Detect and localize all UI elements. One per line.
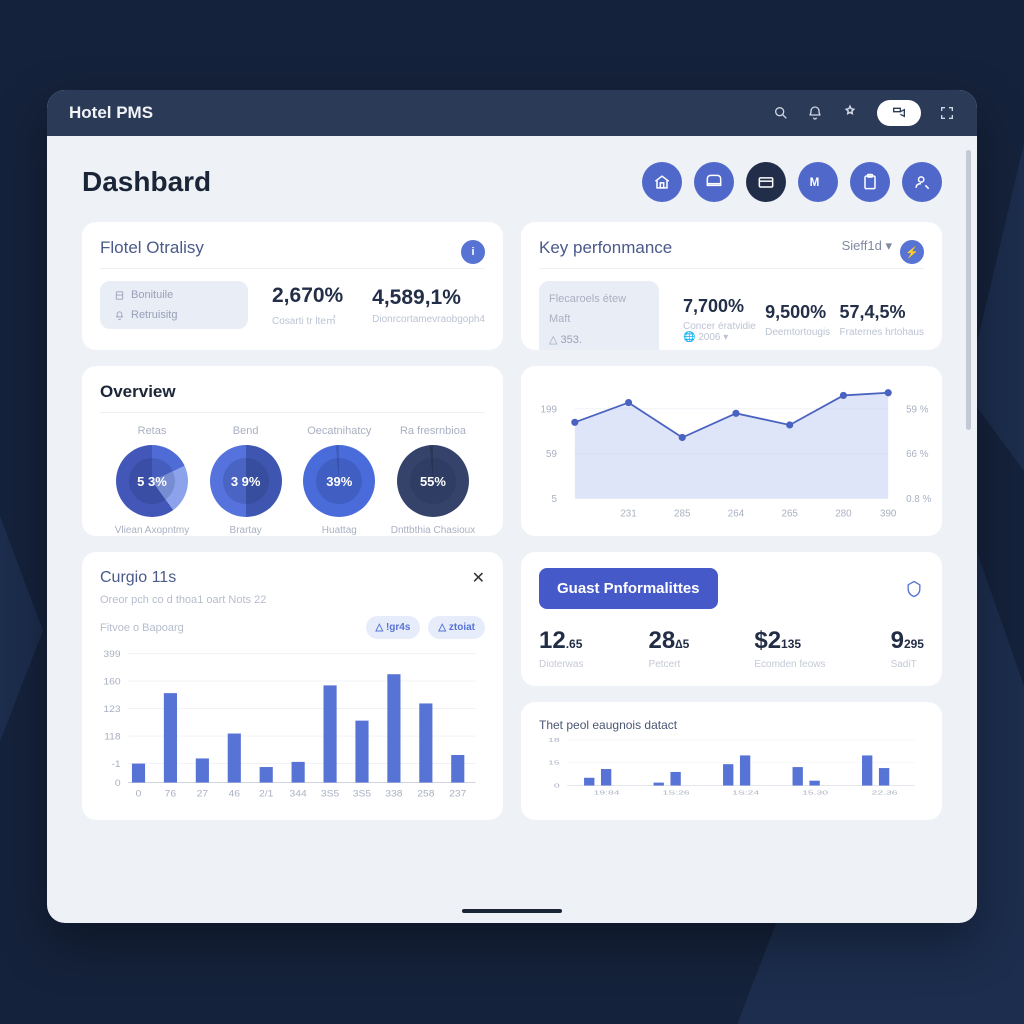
svg-text:1S:24: 1S:24: [732, 790, 760, 796]
svg-text:1S:26: 1S:26: [663, 790, 691, 796]
svg-text:19:84: 19:84: [594, 790, 620, 796]
svg-text:22.36: 22.36: [872, 790, 898, 796]
svg-text:0: 0: [554, 783, 560, 789]
svg-text:27: 27: [197, 789, 208, 800]
svg-text:-1: -1: [111, 759, 121, 770]
svg-text:18: 18: [548, 737, 560, 743]
svg-text:3S5: 3S5: [321, 789, 340, 800]
svg-text:5: 5: [551, 494, 557, 505]
svg-text:M: M: [810, 176, 820, 189]
svg-text:399: 399: [103, 649, 121, 660]
svg-text:46: 46: [229, 789, 241, 800]
svg-text:66 %: 66 %: [906, 449, 929, 460]
svg-text:0.8 %: 0.8 %: [906, 494, 931, 505]
svg-text:2/1: 2/1: [259, 789, 274, 800]
svg-text:3S5: 3S5: [353, 789, 372, 800]
svg-text:0: 0: [136, 789, 142, 800]
svg-text:265: 265: [781, 508, 798, 519]
svg-text:344: 344: [290, 789, 308, 800]
svg-text:0: 0: [115, 778, 121, 789]
svg-text:338: 338: [385, 789, 403, 800]
svg-text:15: 15: [548, 760, 560, 766]
svg-text:280: 280: [835, 508, 852, 519]
svg-text:59 %: 59 %: [906, 404, 929, 415]
svg-text:123: 123: [103, 704, 121, 715]
svg-text:264: 264: [728, 508, 745, 519]
svg-text:231: 231: [620, 508, 636, 519]
svg-text:390: 390: [880, 508, 897, 519]
svg-text:118: 118: [104, 732, 121, 743]
svg-text:59: 59: [546, 449, 557, 460]
svg-text:199: 199: [541, 404, 557, 415]
svg-text:15.30: 15.30: [802, 790, 828, 796]
svg-text:258: 258: [417, 789, 435, 800]
svg-text:237: 237: [449, 789, 466, 800]
svg-text:285: 285: [674, 508, 691, 519]
svg-text:160: 160: [103, 677, 121, 688]
svg-text:76: 76: [165, 789, 177, 800]
